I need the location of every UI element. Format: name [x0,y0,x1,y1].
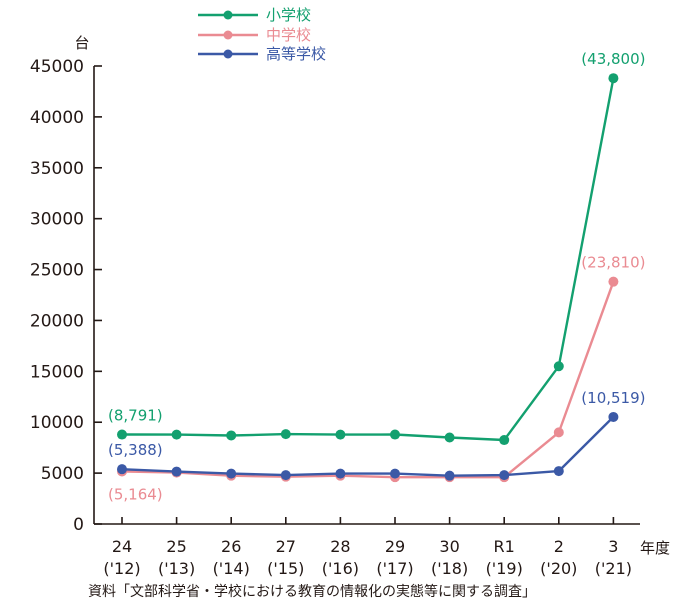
data-point [390,468,400,479]
x-tick-label: 28 [330,537,350,556]
series-line [121,416,615,477]
data-label: (5,164) [108,485,163,503]
legend-swatch-marker [223,49,233,59]
series-layer: (8,791) (43,800) (5,164) (23,810) (5,388) (10… [108,50,646,503]
x-axis: 24 ('12) 25 ('13) 26 ('14) 27 ('15) 28 ('16) 29 ('1… [94,517,640,578]
data-point [553,466,564,477]
x-tick-sublabel: ('13) [158,559,195,578]
data-label: (5,388) [108,441,163,459]
x-tick-sublabel: ('16) [322,559,359,578]
y-tick-label: 0 [73,515,84,535]
x-tick-sublabel: ('20) [540,559,577,578]
data-point [117,464,127,475]
data-label: (8,791) [108,407,163,425]
x-tick-label: 30 [439,537,459,556]
data-label: (43,800) [581,50,645,68]
data-point [117,429,127,440]
y-tick-label: 35000 [30,159,84,179]
series-line [121,281,615,479]
x-tick-label: 24 [112,537,132,556]
y-axis: 0 5000 10000 15000 20000 25000 30000 35000 40000… [30,57,102,535]
y-tick-label: 30000 [30,210,84,230]
legend-swatch-marker [223,10,233,20]
data-point [280,470,291,481]
x-tick-sublabel: ('19) [486,559,523,578]
data-point [608,276,619,287]
data-point [226,430,237,441]
series-line [121,77,615,442]
x-tick-label: 26 [221,537,241,556]
legend-label: 高等学校 [266,45,326,63]
x-tick-label: 25 [166,537,186,556]
data-point [335,468,346,479]
y-tick-label: 10000 [30,413,84,433]
data-label: (10,519) [581,389,645,407]
legend-label: 小学校 [266,6,311,24]
y-tick-label: 15000 [30,362,84,382]
source-note: 資料「文部科学省・学校における教育の情報化の実態等に関する調査」 [88,583,536,600]
data-point [335,429,346,440]
data-point [444,432,455,443]
data-point [608,73,619,84]
x-tick-label: 27 [276,537,296,556]
y-tick-label: 5000 [41,464,84,484]
x-tick-label: R1 [494,537,515,556]
x-tick-label: 3 [608,537,618,556]
x-tick-sublabel: ('21) [595,559,632,578]
data-point [499,470,510,481]
x-tick-label: 2 [554,537,564,556]
x-tick-label: 29 [385,537,405,556]
x-tick-sublabel: ('18) [431,559,468,578]
data-point [444,470,455,481]
data-point [499,435,510,446]
data-point [171,429,182,440]
y-tick-label: 25000 [30,261,84,281]
data-point [608,411,619,422]
legend-label: 中学校 [266,26,311,44]
data-point [226,468,237,479]
data-point [171,466,182,477]
data-point [390,429,400,440]
y-tick-label: 40000 [30,108,84,128]
legend-swatch-marker [223,30,233,40]
data-point [280,429,291,440]
y-axis-unit: 台 [74,34,89,52]
y-tick-label: 20000 [30,311,84,331]
data-label: (23,810) [581,254,645,272]
x-axis-unit: 年度 [640,539,670,557]
x-tick-sublabel: ('17) [376,559,413,578]
data-point [553,427,564,438]
x-tick-sublabel: ('12) [103,559,140,578]
data-point [553,361,564,372]
x-tick-sublabel: ('14) [213,559,250,578]
x-tick-sublabel: ('15) [267,559,304,578]
y-tick-label: 45000 [30,57,84,77]
